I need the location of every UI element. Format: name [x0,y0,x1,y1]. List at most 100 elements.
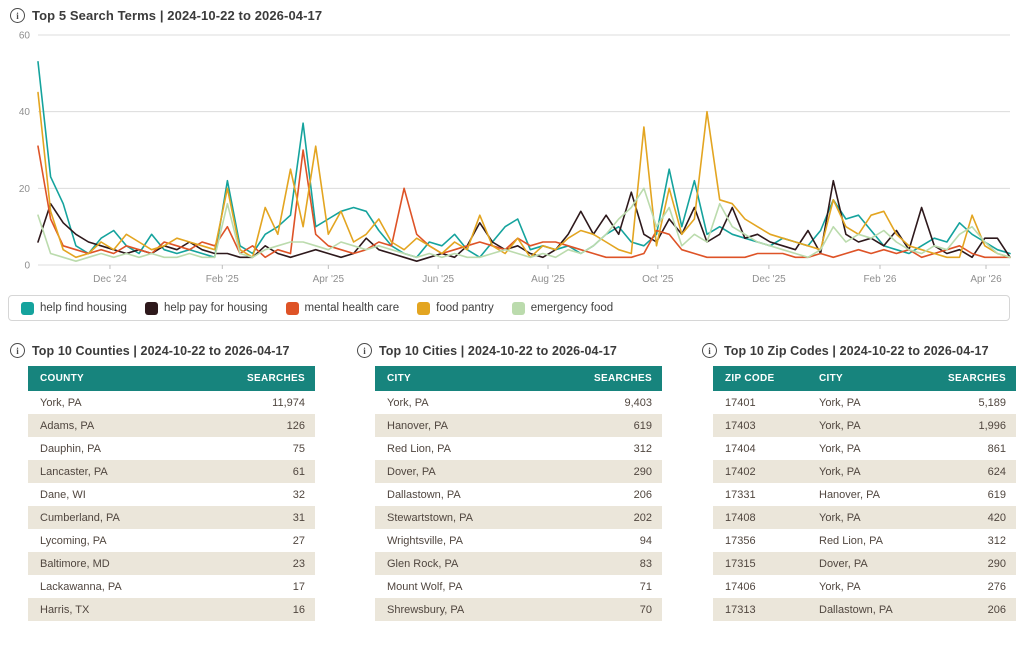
y-axis-label: 60 [19,31,31,42]
cell: York, PA [819,419,861,432]
x-axis-label: Oct '25 [642,274,674,285]
table-row: 17406 York, PA 276 [713,575,1016,598]
y-axis-label: 40 [19,107,31,118]
cell: Lackawanna, PA [40,580,122,593]
cell: 17408 [725,511,756,524]
series-line-help-find-housing [37,60,1011,259]
cell: York, PA [819,465,861,478]
column-header: CITY [807,366,914,391]
chart-title: Top 5 Search Terms | 2024-10-22 to 2026-… [32,8,323,23]
cell: 32 [292,488,305,501]
x-axis-label: Feb '26 [863,274,896,285]
table-row: 17313 Dallastown, PA 206 [713,598,1016,621]
cell: Lycoming, PA [40,534,107,547]
table-row: 17402 York, PA 624 [713,460,1016,483]
table-row: 17403 York, PA 1,996 [713,414,1016,437]
info-icon[interactable]: i [357,343,372,358]
cell: Dauphin, PA [40,442,101,455]
table-row: Dane, WI 32 [28,483,315,506]
cell: 61 [292,465,305,478]
table-row: Lancaster, PA 61 [28,460,315,483]
cell: 619 [633,419,652,432]
table-row: Mount Wolf, PA 71 [375,575,662,598]
cell: Dover, PA [387,465,436,478]
cell: 70 [639,603,652,616]
y-axis-label: 0 [24,261,30,272]
table-row: 17331 Hanover, PA 619 [713,483,1016,506]
tables-row: i Top 10 Counties | 2024-10-22 to 2026-0… [8,341,1016,621]
cell: 619 [987,488,1006,501]
zipcodes-table-title: Top 10 Zip Codes | 2024-10-22 to 2026-04… [724,343,989,358]
cell: 206 [987,603,1006,616]
counties-title-row: i Top 10 Counties | 2024-10-22 to 2026-0… [10,343,355,358]
x-axis-label: Dec '24 [93,274,127,285]
table-row: Lackawanna, PA 17 [28,575,315,598]
cell: 94 [639,534,652,547]
search-terms-chart-section: i Top 5 Search Terms | 2024-10-22 to 202… [8,8,1016,321]
table-row: 17315 Dover, PA 290 [713,552,1016,575]
info-icon[interactable]: i [702,343,717,358]
cell: Hanover, PA [819,488,880,501]
x-axis-label: Dec '25 [752,274,786,285]
info-icon[interactable]: i [10,8,25,23]
table-row: Dauphin, PA 75 [28,437,315,460]
chart-title-row: i Top 5 Search Terms | 2024-10-22 to 202… [10,8,1016,23]
column-header: COUNTY [28,366,213,391]
cell: 312 [633,442,652,455]
legend-item-emergency-food[interactable]: emergency food [511,301,613,315]
cell: 624 [987,465,1006,478]
table-row: Dallastown, PA 206 [375,483,662,506]
legend-item-food-pantry[interactable]: food pantry [417,301,494,315]
table-row: York, PA 11,974 [28,391,315,414]
table-header-row: CITY SEARCHES [375,366,662,391]
legend-swatch [511,301,525,315]
cell: York, PA [819,442,861,455]
cell: 83 [639,557,652,570]
y-axis-label: 20 [19,184,31,195]
table-row: Red Lion, PA 312 [375,437,662,460]
cell: 17401 [725,396,756,409]
table-row: Glen Rock, PA 83 [375,552,662,575]
legend-swatch [144,301,158,315]
info-icon[interactable]: i [10,343,25,358]
legend-item-help-pay-for-housing[interactable]: help pay for housing [144,301,268,315]
table-row: 17356 Red Lion, PA 312 [713,529,1016,552]
cell: Dane, WI [40,488,86,501]
zipcodes-table: ZIP CODE CITY SEARCHES 17401 York, PA 5,189 1… [713,366,1016,621]
legend-item-mental-health-care[interactable]: mental health care [285,301,399,315]
table-row: York, PA 9,403 [375,391,662,414]
cities-table: CITY SEARCHES York, PA 9,403 Hanover, PA 619… [375,366,662,621]
cell: Baltimore, MD [40,557,110,570]
counties-table: COUNTY SEARCHES York, PA 11,974 Adams, PA 12… [28,366,315,621]
cell: 126 [286,419,305,432]
x-axis-label: Aug '25 [531,274,565,285]
cell: 31 [292,511,305,524]
cell: Hanover, PA [387,419,448,432]
cell: 276 [987,580,1006,593]
table-row: Adams, PA 126 [28,414,315,437]
cell: Mount Wolf, PA [387,580,463,593]
cell: 290 [633,465,652,478]
column-header: SEARCHES [914,366,1016,391]
legend-label: help find housing [40,302,127,314]
cell: Wrightsville, PA [387,534,464,547]
legend-swatch [285,301,299,315]
line-chart-area: 0 20 40 60 Dec '24 Feb '25 Apr '25 Jun '25 Aug '… [8,25,1016,291]
cell: Stewartstown, PA [387,511,473,524]
cell: 312 [987,534,1006,547]
table-row: Stewartstown, PA 202 [375,506,662,529]
chart-legend: help find housing help pay for housing men… [8,295,1010,321]
table-row: Lycoming, PA 27 [28,529,315,552]
cell: 420 [987,511,1006,524]
cell: 202 [633,511,652,524]
cell: 16 [292,603,305,616]
table-row: Dover, PA 290 [375,460,662,483]
cell: York, PA [819,511,861,524]
cell: York, PA [819,580,861,593]
series-line-help-pay-for-housing [37,179,1011,262]
cell: 17402 [725,465,756,478]
table-row: 17401 York, PA 5,189 [713,391,1016,414]
cell: Cumberland, PA [40,511,120,524]
legend-item-help-find-housing[interactable]: help find housing [21,301,127,315]
cities-table-title: Top 10 Cities | 2024-10-22 to 2026-04-17 [379,343,617,358]
